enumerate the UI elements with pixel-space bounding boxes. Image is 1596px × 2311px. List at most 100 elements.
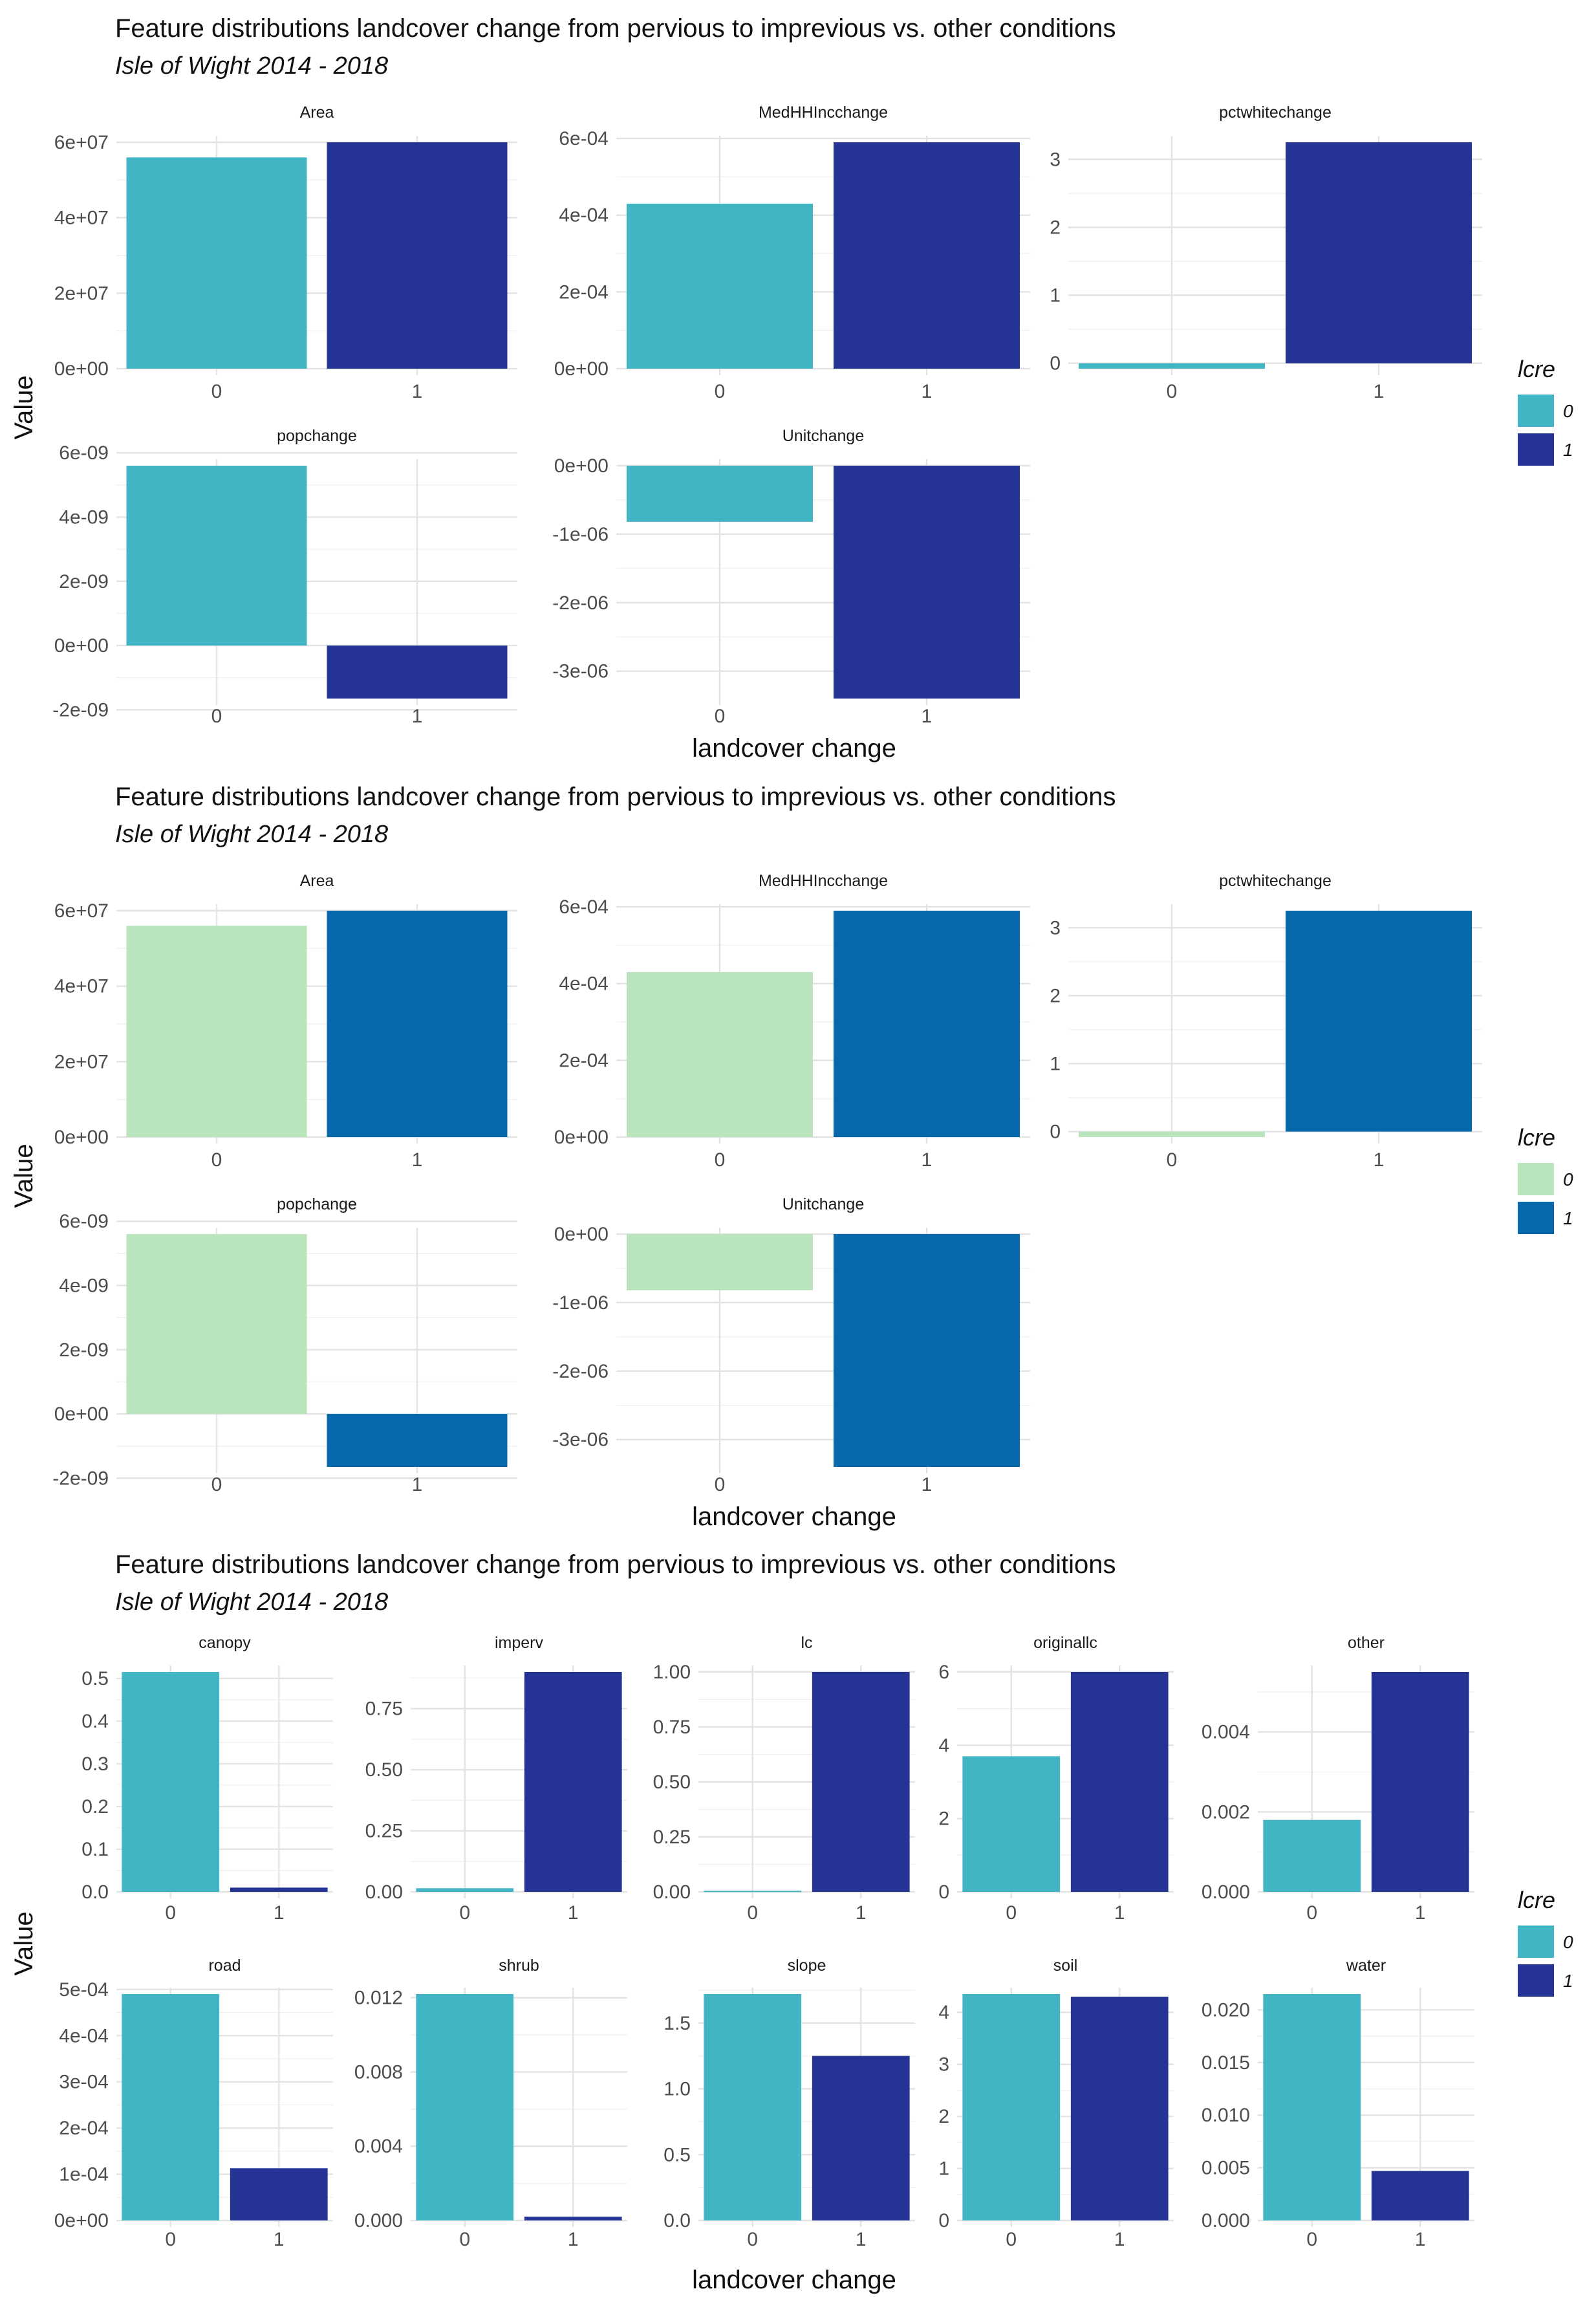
facet-strip-label: road [208, 1957, 241, 1975]
bar-Area-1 [327, 142, 508, 369]
bar-Area-1 [327, 911, 508, 1137]
facet-popchange: -2e-09 0e+00 2e-09 4e-09 6e-09 popchange 0 1 [52, 427, 517, 727]
facet-strip-label: pctwhitechange [1219, 103, 1332, 122]
y-tick-label: 2e-04 [559, 281, 609, 303]
bar-slope-1 [812, 2056, 910, 2220]
y-tick-label: -2e-09 [52, 1468, 109, 1489]
facet-canopy: 0.0 0.1 0.2 0.3 0.4 0.5 canopy 0 1 [81, 1634, 333, 1924]
y-tick-label: 0.75 [653, 1717, 691, 1738]
y-axis-title: Value [10, 375, 38, 439]
x-tick-label: 0 [165, 2229, 176, 2250]
legend-label-1: 1 [1563, 1971, 1573, 1991]
x-tick-label: 0 [1006, 2229, 1017, 2250]
bar-water-1 [1371, 2171, 1469, 2220]
bar-imperv-1 [524, 1672, 622, 1892]
x-tick-label: 0 [211, 381, 222, 402]
y-tick-label: 2e-04 [559, 1050, 609, 1071]
x-tick-label: 1 [922, 706, 933, 727]
x-tick-label: 0 [1006, 1902, 1017, 1924]
legend-swatch-0 [1518, 1163, 1554, 1195]
x-tick-label: 1 [1415, 1902, 1426, 1924]
legend: lcre 0 1 [1518, 1887, 1573, 1997]
legend-swatch-1 [1518, 433, 1554, 466]
bar-Area-0 [126, 157, 307, 369]
facet-originallc: 0 2 4 6 originallc 0 1 [938, 1634, 1174, 1924]
x-tick-label: 0 [715, 706, 726, 727]
y-tick-label: 0e+00 [54, 635, 109, 656]
y-tick-label: 0.015 [1202, 2052, 1250, 2074]
x-tick-label: 0 [1167, 381, 1178, 402]
y-tick-label: 0e+00 [554, 1127, 609, 1148]
y-tick-label: 0e+00 [554, 1224, 609, 1245]
facet-strip-label: Area [300, 872, 334, 890]
facet-strip-label: popchange [277, 1195, 357, 1213]
legend-title: lcre [1518, 356, 1555, 382]
y-tick-label: 0.25 [365, 1821, 403, 1842]
facet-strip-label: other [1348, 1634, 1385, 1652]
y-tick-label: 0e+00 [54, 358, 109, 380]
bar-popchange-0 [126, 466, 307, 646]
legend-swatch-0 [1518, 395, 1554, 427]
bar-other-0 [1263, 1819, 1361, 1892]
x-tick-label: 0 [1306, 1902, 1317, 1924]
y-tick-label: 0.3 [81, 1753, 109, 1775]
bar-MedHHIncchange-1 [834, 911, 1020, 1137]
bar-canopy-0 [122, 1672, 220, 1892]
x-tick-label: 0 [211, 1149, 222, 1171]
y-tick-label: 0 [1050, 353, 1061, 374]
y-tick-label: 0.25 [653, 1827, 691, 1848]
x-tick-label: 0 [459, 1902, 470, 1924]
y-tick-label: 0.4 [81, 1711, 109, 1732]
y-tick-label: 4 [938, 2002, 949, 2023]
y-tick-label: -1e-06 [552, 1292, 609, 1314]
legend-title: lcre [1518, 1887, 1555, 1913]
y-tick-label: 0.002 [1202, 1801, 1250, 1823]
x-tick-label: 1 [856, 1902, 867, 1924]
facet-imperv: 0.00 0.25 0.50 0.75 imperv 0 1 [365, 1634, 627, 1924]
y-tick-label: 2e-09 [59, 571, 109, 592]
y-tick-label: 0 [938, 1882, 949, 1903]
y-tick-label: 4e-09 [59, 1275, 109, 1296]
y-tick-label: 3 [1050, 149, 1061, 170]
bar-shrub-1 [524, 2217, 622, 2220]
facet-strip-label: water [1346, 1957, 1386, 1975]
y-tick-label: 2e-04 [59, 2118, 109, 2139]
y-tick-label: 0 [938, 2210, 949, 2231]
y-tick-label: 6e+07 [54, 132, 109, 153]
bar-shrub-0 [416, 1994, 514, 2220]
figure-3: Feature distributions landcover change f… [10, 1550, 1573, 2294]
bar-popchange-1 [327, 646, 508, 699]
y-tick-label: -2e-06 [552, 592, 609, 614]
y-tick-label: 0.010 [1202, 2105, 1250, 2126]
bar-pctwhitechange-1 [1286, 142, 1472, 363]
y-tick-label: 6e-04 [559, 128, 609, 149]
x-tick-label: 1 [412, 706, 423, 727]
y-tick-label: 4e-09 [59, 506, 109, 528]
y-tick-label: 3 [1050, 917, 1061, 939]
facet-strip-label: pctwhitechange [1219, 872, 1332, 890]
y-tick-label: 0e+00 [54, 2210, 109, 2231]
chart-title: Feature distributions landcover change f… [115, 1550, 1116, 1579]
x-tick-label: 0 [211, 706, 222, 727]
y-tick-label: -2e-06 [552, 1361, 609, 1382]
x-tick-label: 0 [715, 1474, 726, 1495]
x-tick-label: 1 [412, 1149, 423, 1171]
x-tick-label: 1 [1415, 2229, 1426, 2250]
chart-subtitle: Isle of Wight 2014 - 2018 [115, 1589, 388, 1616]
legend-swatch-1 [1518, 1964, 1554, 1997]
facet-Unitchange: -3e-06 -2e-06 -1e-06 0e+00 Unitchange 0 1 [552, 427, 1030, 727]
y-tick-label: 1.00 [653, 1662, 691, 1683]
y-tick-label: 4e-04 [59, 2025, 109, 2046]
facet-MedHHIncchange: 0e+00 2e-04 4e-04 6e-04 MedHHIncchange 0 1 [554, 103, 1030, 402]
y-tick-label: 0.00 [365, 1882, 403, 1903]
x-tick-label: 0 [715, 1149, 726, 1171]
bar-soil-1 [1070, 1997, 1169, 2220]
y-tick-label: 6e-09 [59, 1211, 109, 1232]
facet-water: 0.000 0.005 0.010 0.015 0.020 water 0 1 [1202, 1957, 1474, 2250]
y-tick-label: 6e+07 [54, 900, 109, 922]
y-tick-label: 4e-04 [559, 973, 609, 995]
bar-MedHHIncchange-0 [627, 971, 813, 1137]
chart-subtitle: Isle of Wight 2014 - 2018 [115, 52, 388, 80]
y-tick-label: 0e+00 [554, 455, 609, 477]
y-tick-label: 1 [1050, 285, 1061, 306]
